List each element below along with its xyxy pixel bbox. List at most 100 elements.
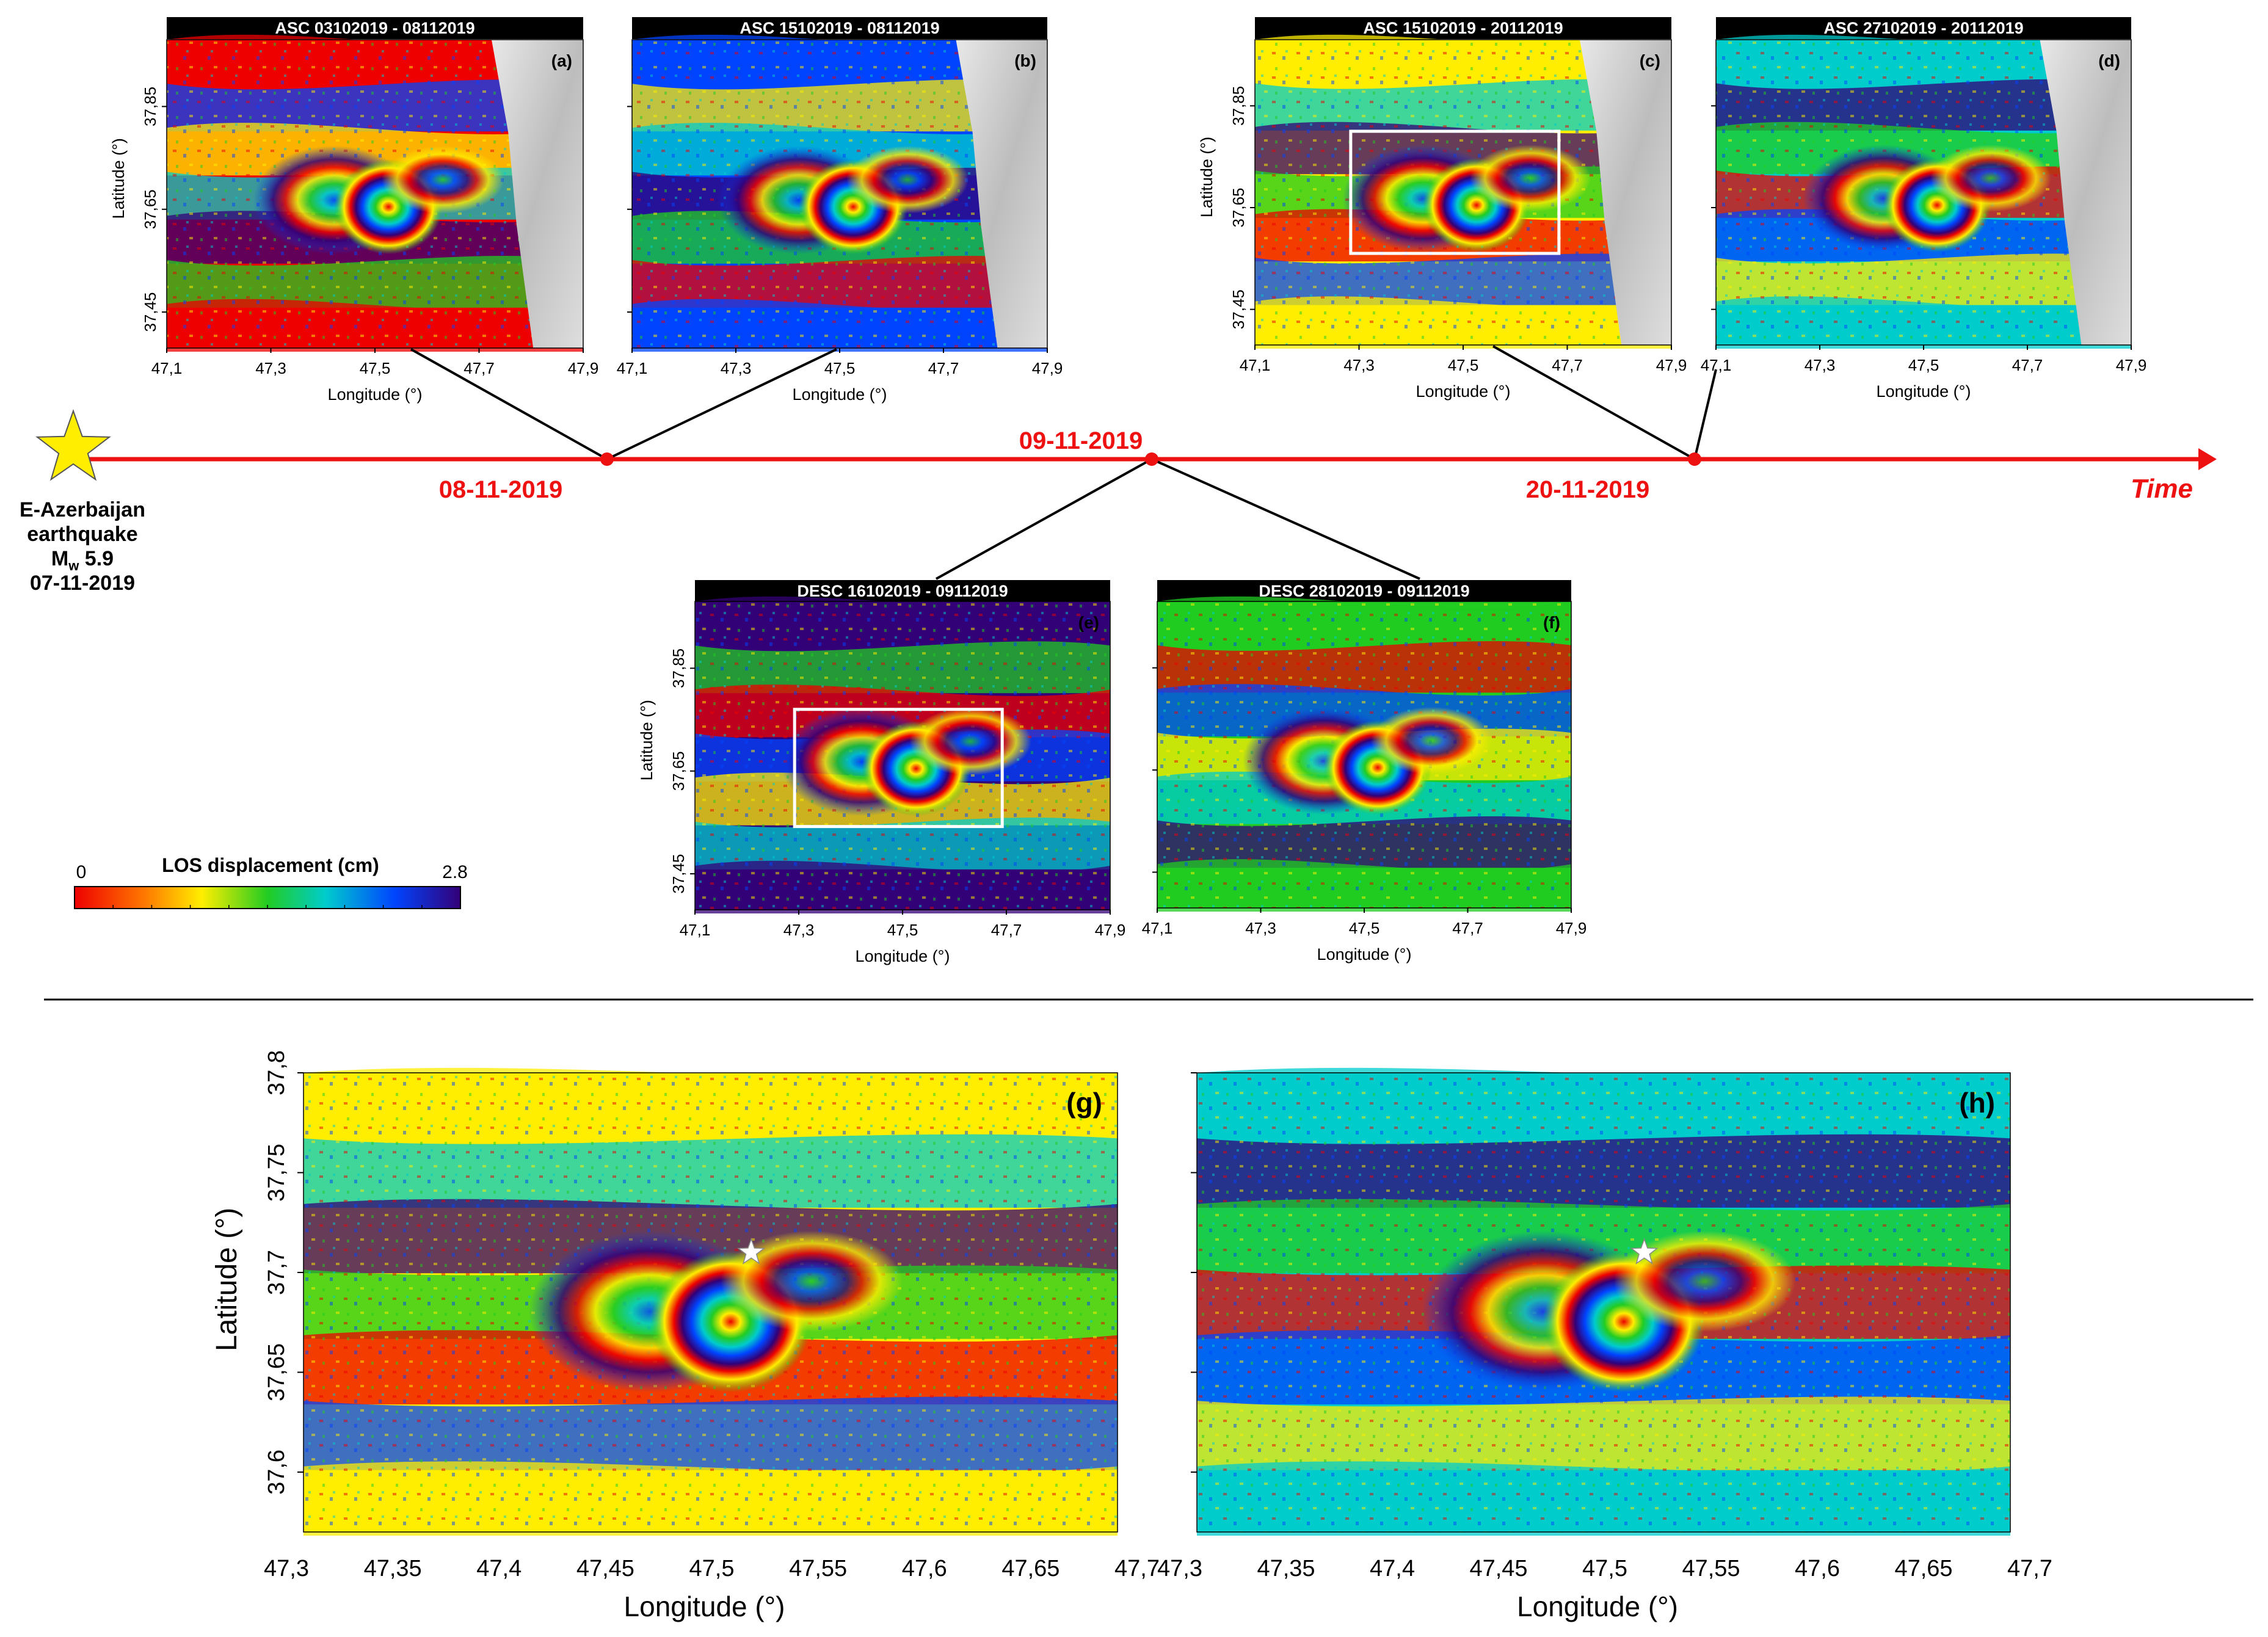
lon-tick-label: 47,1: [680, 921, 711, 939]
panel-title: ASC 03102019 - 08112019: [275, 19, 474, 37]
lon-tick-label: 47,45: [1469, 1556, 1527, 1581]
hillshade-terrain: [1579, 40, 1671, 345]
panel-title: ASC 27102019 - 20112019: [1823, 19, 2023, 37]
lat-tick-label: 37,65: [141, 189, 159, 229]
colorbar: LOS displacement (cm) 0 2.8: [74, 854, 468, 909]
lon-tick-label: 47,3: [264, 1556, 309, 1581]
x-axis-label: Longitude (°): [856, 947, 950, 965]
panel-title: ASC 15102019 - 20112019: [1363, 19, 1563, 37]
lon-tick-label: 47,5: [360, 359, 391, 377]
lon-tick-label: 47,5: [887, 921, 918, 939]
colorbar-title: LOS displacement (cm): [162, 854, 379, 876]
lat-tick-label: 37,85: [1229, 86, 1248, 126]
lat-tick-label: 37,65: [669, 751, 688, 791]
hillshade-terrain: [491, 40, 583, 348]
lat-tick-label: 37,7: [264, 1250, 289, 1295]
lat-tick-label: 37,6: [264, 1450, 289, 1495]
panel-e: DESC 16102019 - 09112019 (e) 47,1 47,3 47,5 4…: [638, 580, 1125, 965]
connector-line: [410, 348, 608, 460]
lon-tick-label: 47,7: [2012, 356, 2043, 374]
lat-tick-label: 37,8: [264, 1050, 289, 1095]
lon-tick-label: 47,7: [928, 359, 959, 377]
x-axis-label: Longitude (°): [1317, 945, 1412, 964]
lon-tick-label: 47,7: [991, 921, 1022, 939]
deformation-lobe: [1613, 1230, 1796, 1332]
time-axis-label: Time: [2131, 474, 2193, 504]
x-axis-label: Longitude (°): [793, 385, 887, 404]
lon-tick-label: 47,5: [1349, 919, 1380, 937]
timeline-date-label: 20-11-2019: [1526, 476, 1649, 503]
lon-tick-label: 47,5: [824, 359, 856, 377]
lon-tick-label: 47,35: [364, 1556, 422, 1581]
lat-tick-label: 37,65: [264, 1343, 289, 1401]
lon-tick-label: 47,1: [617, 359, 648, 377]
earthquake-magnitude: Mw 5.9: [51, 547, 114, 573]
panel-label: (f): [1543, 613, 1560, 632]
panel-title: DESC 16102019 - 09112019: [797, 582, 1008, 600]
lon-tick-label: 47,1: [1240, 356, 1271, 374]
colorbar-max-label: 2.8: [442, 862, 468, 882]
panel-title: DESC 28102019 - 09112019: [1259, 582, 1469, 600]
star-icon: [35, 408, 111, 481]
lon-tick-label: 47,7: [1114, 1556, 1160, 1581]
lon-tick-label: 47,3: [1805, 356, 1836, 374]
lon-tick-label: 47,6: [902, 1556, 947, 1581]
panel-c: ASC 15102019 - 20112019 (c) 47,1 47,3 47,5 47…: [1198, 17, 1687, 401]
lon-tick-label: 47,3: [783, 921, 815, 939]
lon-tick-label: 47,9: [568, 359, 599, 377]
panel-a: ASC 03102019 - 08112019 (a) 47,1 47,3 47,5 47…: [109, 17, 598, 404]
panel-d: ASC 27102019 - 20112019(d)47,1 47,3 47,5 47…: [1701, 17, 2147, 401]
x-axis-label: Longitude (°): [1517, 1591, 1678, 1622]
panel-label: (e): [1078, 613, 1099, 632]
lon-tick-label: 47,7: [1452, 919, 1483, 937]
x-axis-label: Longitude (°): [1416, 382, 1511, 401]
lon-tick-label: 47,7: [1552, 356, 1583, 374]
colorbar-min-label: 0: [76, 862, 87, 882]
x-axis-label: Longitude (°): [328, 385, 423, 404]
lat-tick-label: 37,45: [1229, 289, 1248, 329]
lon-tick-label: 47,4: [476, 1556, 522, 1581]
timeline-node: [600, 452, 614, 466]
timeline-node: [1688, 452, 1701, 466]
panel-label: (a): [551, 51, 572, 70]
lon-tick-label: 47,9: [1656, 356, 1687, 374]
lon-tick-label: 47,5: [689, 1556, 735, 1581]
x-axis-label: Longitude (°): [624, 1591, 785, 1622]
lon-tick-label: 47,1: [1142, 919, 1173, 937]
deformation-lobe: [846, 145, 969, 214]
lon-tick-label: 47,65: [1001, 1556, 1059, 1581]
lat-tick-label: 37,85: [141, 87, 159, 126]
timeline-arrow-icon: [2198, 448, 2217, 470]
panel-g: (g) 47,3 47,35 47,4 47,45 47,5 47,55 47,6 47,65 4…: [211, 1050, 1160, 1622]
lat-tick-label: 37,65: [1229, 187, 1248, 227]
map-frame: [1196, 1072, 2011, 1533]
lon-tick-label: 47,9: [2116, 356, 2147, 374]
zoom-box: [793, 708, 1004, 829]
panel-title: ASC 15102019 - 08112019: [740, 19, 939, 37]
connector-line: [1492, 345, 1695, 460]
panel-label: (b): [1014, 51, 1036, 70]
lon-tick-label: 47,5: [1448, 356, 1479, 374]
lon-tick-label: 47,3: [255, 359, 286, 377]
lat-tick-label: 37,45: [141, 292, 159, 332]
timeline-date-label: 08-11-2019: [439, 476, 562, 503]
connector-line: [1693, 369, 1717, 460]
lon-tick-label: 47,9: [1032, 359, 1063, 377]
hillshade-terrain: [2040, 40, 2131, 345]
lon-tick-label: 47,3: [1343, 356, 1375, 374]
timeline-date-label: 09-11-2019: [1019, 427, 1143, 454]
lon-tick-label: 47,7: [463, 359, 495, 377]
lon-tick-label: 47,45: [576, 1556, 634, 1581]
panel-label: (d): [2098, 51, 2120, 70]
lon-tick-label: 47,5: [1908, 356, 1939, 374]
earthquake-name: E-Azerbaijan: [20, 498, 145, 521]
connector-line: [606, 348, 837, 460]
lon-tick-label: 47,7: [2007, 1556, 2052, 1581]
lat-tick-label: 37,85: [669, 648, 688, 688]
connector-line: [936, 458, 1152, 580]
epicenter-star-icon: [1630, 1238, 1659, 1265]
lon-tick-label: 47,55: [789, 1556, 847, 1581]
panel-label: (g): [1066, 1087, 1102, 1119]
zoom-box: [1349, 129, 1561, 255]
lon-tick-label: 47,65: [1894, 1556, 1952, 1581]
